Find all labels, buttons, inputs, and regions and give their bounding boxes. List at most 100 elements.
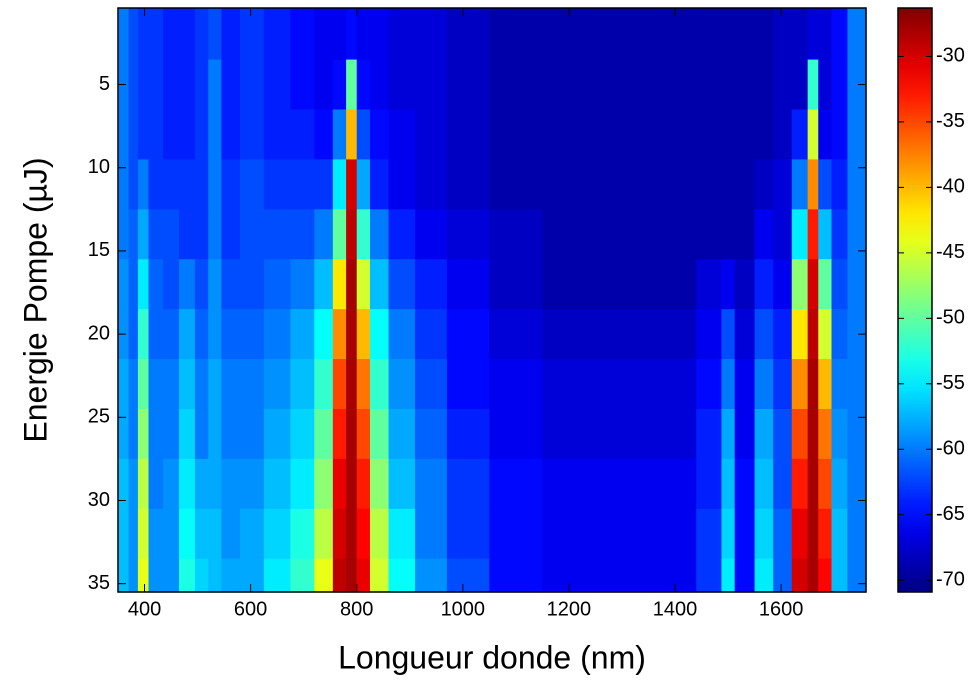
heat-cell: [208, 309, 223, 360]
x-tick-label: 1400: [653, 598, 698, 620]
heat-cell: [240, 109, 265, 161]
heat-cell: [648, 408, 697, 460]
heat-cell: [415, 109, 448, 161]
heat-cell: [369, 59, 390, 111]
heat-cell: [696, 8, 723, 61]
heat-cell: [595, 408, 650, 460]
heat-cell: [388, 109, 416, 161]
heat-cell: [356, 109, 371, 161]
heat-cell: [807, 59, 819, 111]
heat-cell: [148, 59, 164, 111]
heat-cell: [734, 8, 756, 61]
heat-cell: [369, 259, 390, 310]
heat-cell: [773, 259, 793, 310]
heat-cell: [734, 558, 756, 593]
heat-cell: [791, 309, 809, 360]
heat-cell: [388, 309, 416, 360]
heat-cell: [332, 59, 347, 111]
heat-cell: [137, 109, 150, 161]
x-tick-label: 400: [128, 598, 161, 620]
heat-cell: [194, 59, 209, 111]
heat-cell: [721, 259, 736, 310]
heat-cell: [148, 8, 164, 61]
heat-cell: [118, 508, 130, 560]
heat-cell: [388, 159, 416, 210]
heat-cell: [290, 558, 315, 593]
heat-cell: [595, 309, 650, 360]
heat-cell: [118, 408, 130, 460]
heat-cell: [128, 458, 139, 510]
heat-cell: [595, 209, 650, 260]
heat-cell: [346, 159, 358, 210]
heat-cell: [489, 159, 543, 210]
heat-cell: [388, 458, 416, 510]
heat-cell: [163, 508, 180, 560]
heat-cell: [807, 159, 819, 210]
heat-cell: [807, 8, 819, 61]
heat-cell: [595, 259, 650, 310]
heat-cell: [221, 359, 241, 410]
heat-cell: [542, 8, 597, 61]
heat-cell: [137, 309, 150, 360]
colorbar-tick-label: -60: [936, 438, 965, 460]
heat-cell: [734, 458, 756, 510]
heat-cell: [332, 359, 347, 410]
heat-cell: [314, 408, 334, 460]
heat-cell: [290, 209, 315, 260]
colorbar-tick-label: -50: [936, 307, 965, 329]
heat-cell: [831, 458, 849, 510]
heat-cell: [542, 408, 597, 460]
heat-cell: [807, 259, 819, 310]
heat-cell: [696, 408, 723, 460]
y-tick-label: 5: [99, 73, 110, 95]
heat-cell: [489, 109, 543, 161]
heat-cell: [489, 309, 543, 360]
heat-cell: [290, 159, 315, 210]
heat-cell: [542, 259, 597, 310]
heat-cell: [163, 8, 180, 61]
heat-cell: [847, 109, 867, 161]
heat-cell: [847, 359, 867, 410]
heat-cell: [696, 458, 723, 510]
heat-cell: [446, 508, 490, 560]
heat-cell: [179, 458, 196, 510]
heat-cell: [356, 458, 371, 510]
heat-cell: [346, 309, 358, 360]
x-tick-label: 1200: [547, 598, 592, 620]
heat-cell: [356, 408, 371, 460]
heat-cell: [595, 8, 650, 61]
heat-cell: [542, 359, 597, 410]
heat-cell: [791, 359, 809, 410]
heat-cell: [489, 359, 543, 410]
heat-cell: [754, 209, 774, 260]
heat-cell: [314, 109, 334, 161]
heat-cell: [754, 8, 774, 61]
heat-cell: [128, 209, 139, 260]
heat-cell: [648, 558, 697, 593]
y-tick-label: 35: [88, 572, 110, 594]
heat-cell: [595, 359, 650, 410]
heat-cell: [807, 508, 819, 560]
heat-cell: [314, 59, 334, 111]
heat-cell: [137, 408, 150, 460]
heat-cell: [773, 59, 793, 111]
heat-cell: [356, 359, 371, 410]
heat-cell: [346, 109, 358, 161]
heat-cell: [721, 59, 736, 111]
heat-cell: [332, 508, 347, 560]
heat-cell: [773, 209, 793, 260]
heat-cell: [369, 458, 390, 510]
heat-cell: [818, 359, 833, 410]
heat-cell: [648, 109, 697, 161]
heat-cell: [263, 508, 292, 560]
heat-cell: [240, 309, 265, 360]
heat-cell: [831, 309, 849, 360]
heat-cell: [208, 209, 223, 260]
heat-cell: [356, 159, 371, 210]
heat-cell: [595, 558, 650, 593]
heat-cell: [721, 458, 736, 510]
heat-cell: [542, 209, 597, 260]
heat-cell: [388, 408, 416, 460]
heat-cell: [148, 259, 164, 310]
